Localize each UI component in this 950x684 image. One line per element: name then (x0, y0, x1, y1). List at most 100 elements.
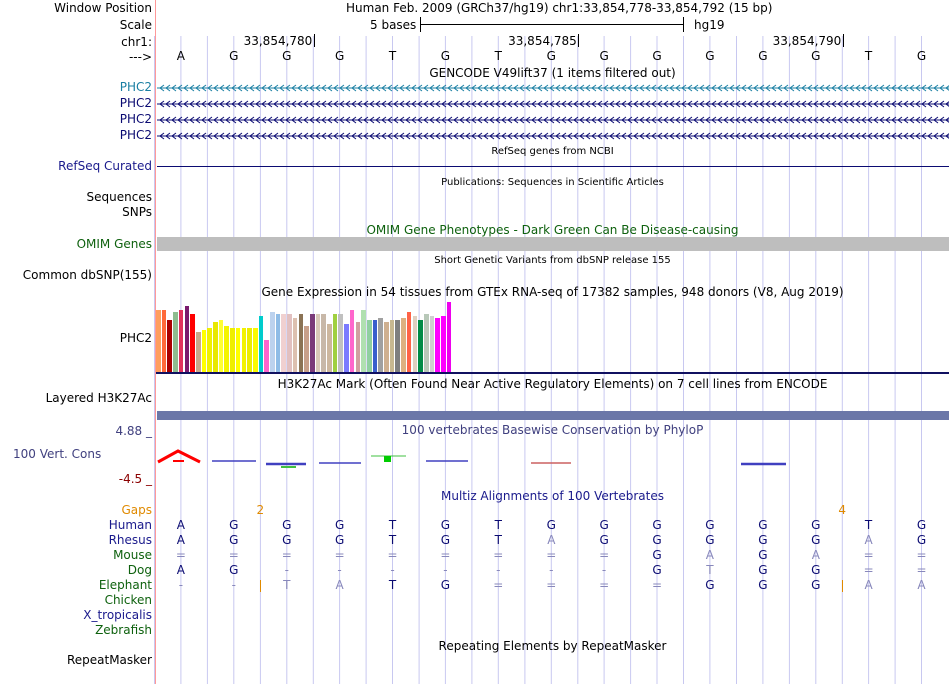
gtex-tissue-bar[interactable] (287, 314, 292, 372)
gtex-tissue-bar[interactable] (401, 318, 406, 372)
multiz-track-title[interactable]: Multiz Alignments of 100 Vertebrates (440, 489, 665, 503)
gtex-tissue-bar[interactable] (418, 320, 423, 372)
gtex-tissue-bar[interactable] (201, 330, 207, 372)
gtex-tissue-bar[interactable] (161, 310, 167, 372)
gtex-tissue-bar[interactable] (441, 316, 446, 372)
insertion-marker (260, 580, 262, 592)
gtex-tissue-bar[interactable] (372, 320, 378, 372)
gtex-tissue-bar[interactable] (361, 310, 366, 372)
gtex-tissue-bar[interactable] (395, 320, 401, 372)
omim-label[interactable]: OMIM Genes (76, 237, 152, 251)
gtex-tissue-bar[interactable] (173, 312, 178, 372)
gtex-label[interactable]: PHC2 (119, 331, 152, 345)
gtex-tissue-bar[interactable] (378, 318, 383, 372)
gtex-tissue-bar[interactable] (213, 322, 218, 372)
alignment-base: G (758, 548, 768, 562)
alignment-base: G (916, 518, 927, 532)
gtex-track-title[interactable]: Gene Expression in 54 tissues from GTEx … (261, 285, 844, 299)
conservation-track-title[interactable]: 100 vertebrates Basewise Conservation by… (401, 423, 704, 437)
gtex-tissue-bar[interactable] (389, 320, 395, 372)
species-label[interactable]: Elephant (98, 578, 152, 592)
species-label[interactable]: Human (108, 518, 152, 532)
gtex-tissue-bar[interactable] (178, 310, 184, 372)
gtex-tissue-bar[interactable] (156, 310, 161, 372)
publications-sequences-label[interactable]: Sequences (86, 190, 152, 204)
gtex-tissue-bar[interactable] (304, 326, 309, 372)
h3k27ac-track-title[interactable]: H3K27Ac Mark (Often Found Near Active Re… (277, 377, 828, 391)
gtex-tissue-bar[interactable] (315, 314, 321, 372)
gtex-tissue-bar[interactable] (275, 314, 281, 372)
gtex-tissue-bar[interactable] (338, 314, 344, 372)
gtex-tissue-bar[interactable] (355, 322, 361, 372)
alignment-base: - (284, 563, 289, 577)
gencode-track-title[interactable]: GENCODE V49lift37 (1 items filtered out) (429, 66, 676, 80)
gtex-tissue-bar[interactable] (292, 318, 298, 372)
gtex-tissue-bar[interactable] (270, 312, 275, 372)
dbsnp-label[interactable]: Common dbSNP(155) (22, 268, 152, 282)
species-label[interactable]: Zebrafish (95, 623, 152, 637)
gtex-tissue-bar[interactable] (230, 328, 235, 372)
gtex-tissue-bar[interactable] (224, 326, 230, 372)
h3k27ac-label[interactable]: Layered H3K27Ac (45, 391, 152, 405)
species-label[interactable]: Mouse (113, 548, 152, 562)
multiz-gaps-label[interactable]: Gaps (121, 503, 152, 517)
gencode-gene-feature[interactable] (157, 115, 949, 125)
refseq-track-title[interactable]: RefSeq genes from NCBI (491, 146, 614, 157)
publications-track-title[interactable]: Publications: Sequences in Scientific Ar… (441, 177, 664, 188)
gtex-tissue-bar[interactable] (252, 328, 258, 372)
alignment-base: G (334, 533, 345, 547)
gtex-tissue-bar[interactable] (423, 314, 429, 372)
refseq-line[interactable] (157, 166, 949, 167)
gtex-tissue-bar[interactable] (190, 314, 195, 372)
gtex-tissue-bar[interactable] (184, 306, 190, 372)
gtex-tissue-bar[interactable] (309, 314, 315, 372)
gtex-tissue-bar[interactable] (247, 328, 252, 372)
species-label[interactable]: Chicken (104, 593, 152, 607)
gtex-tissue-bar[interactable] (264, 340, 269, 372)
gtex-tissue-bar[interactable] (258, 316, 264, 372)
gtex-tissue-bar[interactable] (446, 302, 452, 372)
gencode-gene-label[interactable]: PHC2 (119, 112, 152, 126)
gtex-tissue-bar[interactable] (321, 314, 326, 372)
omim-feature-bar[interactable] (157, 237, 949, 251)
gtex-tissue-bar[interactable] (412, 316, 418, 372)
species-label[interactable]: Dog (127, 563, 152, 577)
species-label[interactable]: X_tropicalis (83, 608, 152, 622)
gtex-tissue-bar[interactable] (281, 314, 287, 372)
gtex-tissue-bar[interactable] (344, 324, 349, 372)
gencode-gene-feature[interactable] (157, 99, 949, 109)
gtex-tissue-bar[interactable] (298, 314, 304, 372)
alignment-base: = (228, 548, 239, 562)
dbsnp-track-title[interactable]: Short Genetic Variants from dbSNP releas… (434, 255, 671, 266)
repeatmasker-track-title[interactable]: Repeating Elements by RepeatMasker (438, 639, 667, 653)
repeatmasker-label[interactable]: RepeatMasker (66, 653, 152, 667)
gencode-gene-feature[interactable] (157, 83, 949, 93)
gencode-gene-label[interactable]: PHC2 (119, 128, 152, 142)
conservation-label[interactable]: 100 Vert. Cons (13, 447, 102, 461)
conservation-plot[interactable] (156, 448, 949, 472)
alignment-base: = (387, 548, 398, 562)
gtex-tissue-bar[interactable] (207, 328, 212, 372)
gtex-tissue-bar[interactable] (241, 328, 247, 372)
gtex-tissue-bar[interactable] (406, 312, 412, 372)
h3k27ac-signal[interactable] (157, 411, 949, 420)
gtex-tissue-bar[interactable] (349, 310, 355, 372)
gencode-gene-label[interactable]: PHC2 (119, 96, 152, 110)
gtex-tissue-bar[interactable] (327, 324, 332, 372)
species-label[interactable]: Rhesus (108, 533, 152, 547)
gtex-tissue-bar[interactable] (218, 320, 224, 372)
gtex-tissue-bar[interactable] (235, 328, 241, 372)
gencode-gene-label[interactable]: PHC2 (119, 80, 152, 94)
gtex-tissue-bar[interactable] (384, 322, 389, 372)
gencode-gene-feature[interactable] (157, 131, 949, 141)
gtex-tissue-bar[interactable] (195, 332, 201, 372)
gtex-tissue-bar[interactable] (167, 320, 173, 372)
refseq-label[interactable]: RefSeq Curated (58, 159, 152, 173)
publications-snps-label[interactable]: SNPs (122, 205, 152, 219)
omim-track-title[interactable]: OMIM Gene Phenotypes - Dark Green Can Be… (366, 223, 739, 237)
gtex-tissue-bar[interactable] (366, 320, 372, 372)
gtex-tissue-bar[interactable] (435, 318, 440, 372)
gtex-tissue-bar[interactable] (332, 314, 338, 372)
alignment-base: - (337, 563, 342, 577)
gtex-tissue-bar[interactable] (429, 316, 435, 372)
